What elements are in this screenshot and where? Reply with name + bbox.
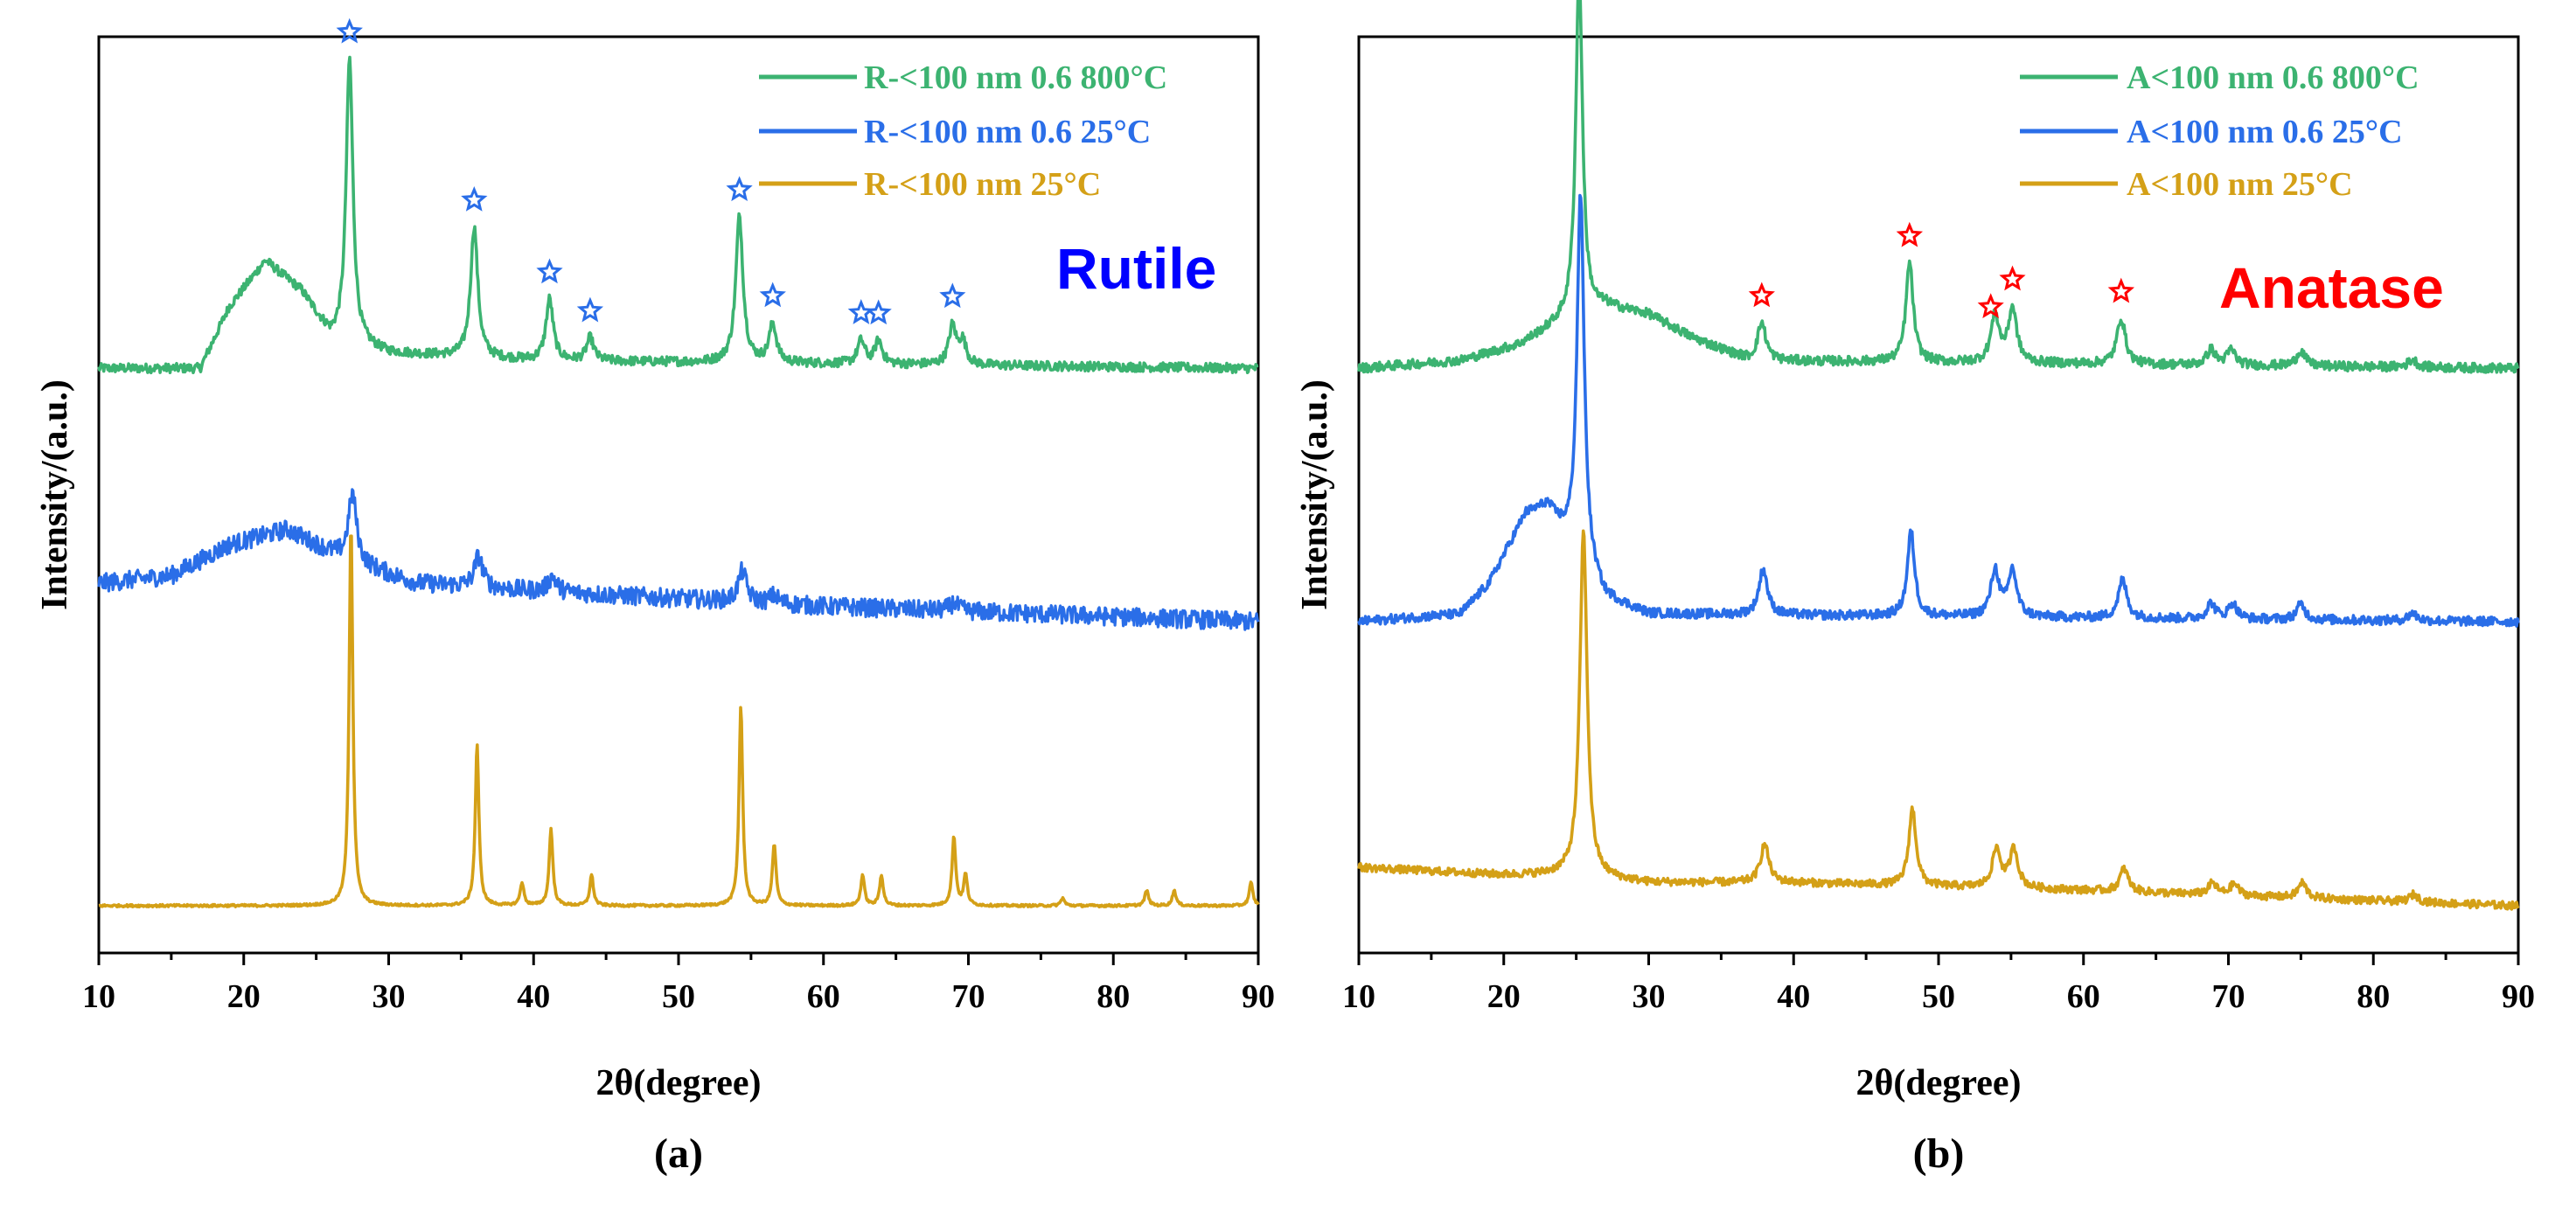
y-axis-title-b: Intensity/(a.u.)	[1295, 379, 1335, 610]
peak-marker-star	[939, 282, 966, 309]
peak-marker-star	[1977, 293, 2004, 319]
x-tick-label: 10	[1342, 978, 1375, 1015]
x-axis-title-a: 2θ(degree)	[595, 1063, 761, 1103]
x-tick-label: 60	[2067, 978, 2100, 1015]
x-tick-label: 90	[2502, 978, 2535, 1015]
series-line	[1357, 0, 2520, 374]
series-line	[97, 55, 1259, 375]
peak-marker-star	[865, 299, 892, 325]
x-tick-label: 90	[1242, 978, 1275, 1015]
legend-label: R-<100 nm 25°C	[864, 166, 1101, 203]
y-axis-title-a: Intensity/(a.u.)	[35, 379, 75, 610]
x-tick-label: 40	[517, 978, 550, 1015]
x-tick-label: 30	[372, 978, 406, 1015]
legend-b: A<100 nm 0.6 800°C A<100 nm 0.6 25°C A<100…	[2020, 59, 2419, 203]
x-axis-ticks-b: 10 20 30 40 50 60 70 80 90	[1342, 953, 2535, 1015]
legend-label: R-<100 nm 0.6 800°C	[864, 59, 1167, 96]
series-line	[98, 534, 1260, 908]
peak-markers-b	[1748, 221, 2135, 319]
peak-marker-star	[1999, 265, 2026, 291]
panel-label-a: (a)	[654, 1130, 703, 1177]
peak-marker-star	[461, 185, 488, 212]
legend-label: R-<100 nm 0.6 25°C	[864, 114, 1151, 150]
x-tick-label: 70	[2212, 978, 2245, 1015]
x-tick-label: 50	[662, 978, 695, 1015]
x-axis-ticks-a: 10 20 30 40 50 60 70 80 90	[82, 953, 1275, 1015]
x-tick-label: 40	[1777, 978, 1810, 1015]
peak-marker-star	[1896, 221, 1924, 247]
traces-b	[1357, 0, 2520, 911]
peak-marker-star	[536, 258, 563, 284]
series-line	[1357, 193, 2520, 628]
x-tick-label: 80	[2357, 978, 2390, 1015]
phase-label-rutile: Rutile	[1056, 236, 1216, 301]
x-tick-label: 30	[1633, 978, 1666, 1015]
peak-marker-star	[2107, 277, 2135, 303]
peak-marker-star	[1748, 282, 1775, 308]
legend-a: R-<100 nm 0.6 800°C R-<100 nm 0.6 25°C R-<…	[759, 59, 1167, 203]
legend-label: A<100 nm 25°C	[2127, 166, 2353, 203]
peak-marker-star	[759, 282, 786, 308]
peak-marker-star	[336, 17, 363, 44]
peak-marker-star	[847, 299, 875, 324]
x-tick-label: 60	[807, 978, 840, 1015]
x-tick-label: 80	[1097, 978, 1130, 1015]
phase-label-anatase: Anatase	[2219, 255, 2444, 320]
series-line	[1357, 529, 2520, 911]
x-tick-label: 20	[227, 978, 261, 1015]
panel-a: 10 20 30 40 50 60 70 80 90 R-<100 nm 0.6 800°CR-…	[35, 17, 1275, 1177]
peak-markers-a	[336, 17, 966, 325]
x-tick-label: 10	[82, 978, 115, 1015]
traces-a	[97, 55, 1260, 908]
peak-marker-star	[726, 176, 753, 202]
x-tick-label: 70	[952, 978, 985, 1015]
x-tick-label: 20	[1487, 978, 1521, 1015]
x-tick-label: 50	[1922, 978, 1955, 1015]
panel-b: 10 20 30 40 50 60 70 80 90 A<100 nm 0.6 800°CA<1…	[1295, 0, 2535, 1177]
peak-marker-star	[576, 296, 604, 323]
legend-label: A<100 nm 0.6 25°C	[2127, 114, 2403, 150]
panel-label-b: (b)	[1913, 1130, 1965, 1177]
legend-label: A<100 nm 0.6 800°C	[2127, 59, 2419, 96]
series-line	[97, 488, 1260, 631]
x-axis-title-b: 2θ(degree)	[1855, 1063, 2021, 1103]
